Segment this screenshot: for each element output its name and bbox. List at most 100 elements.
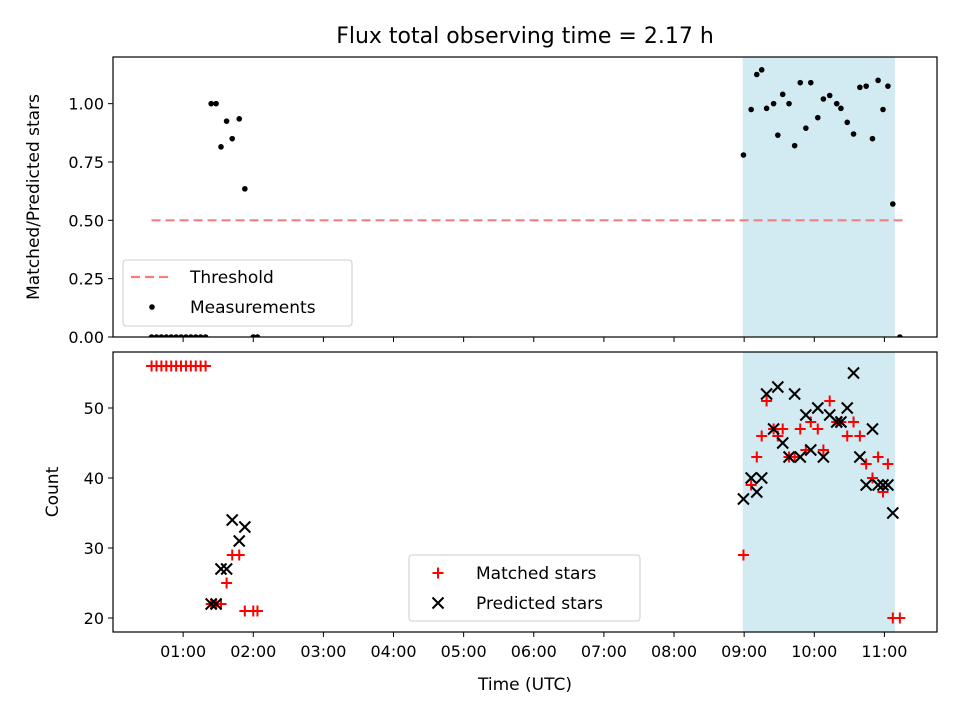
measurement-point bbox=[775, 132, 781, 138]
y-tick-label: 1.00 bbox=[68, 95, 104, 114]
x-tick-label: 01:00 bbox=[160, 642, 206, 661]
measurement-point bbox=[797, 79, 804, 86]
matched-star-marker bbox=[860, 458, 872, 470]
predicted-star-marker bbox=[744, 471, 758, 485]
measurement-point bbox=[158, 334, 165, 337]
marker-stroke bbox=[737, 492, 750, 506]
measurement-point bbox=[791, 142, 798, 149]
matched-star-marker bbox=[817, 444, 829, 456]
marker-stroke bbox=[804, 443, 817, 457]
measurement-point bbox=[779, 91, 786, 98]
y-tick-label: 40 bbox=[84, 469, 104, 488]
predicted-star-marker bbox=[794, 450, 807, 464]
x-tick-label: 06:00 bbox=[511, 642, 557, 661]
predicted-star-marker bbox=[817, 450, 830, 464]
matched-star-marker bbox=[872, 451, 884, 463]
measurement-point bbox=[875, 77, 881, 84]
measurement-point bbox=[242, 186, 248, 192]
matched-star-marker bbox=[737, 549, 749, 561]
measurement-point bbox=[250, 334, 257, 337]
matched-star-marker bbox=[841, 430, 853, 442]
measurement-point bbox=[148, 334, 155, 337]
x-tick-label: 05:00 bbox=[441, 642, 487, 661]
measurement-point bbox=[803, 125, 809, 131]
measurement-point bbox=[890, 201, 896, 207]
x-tick-label: 08:00 bbox=[651, 642, 697, 661]
measurement-point bbox=[208, 100, 214, 107]
y-axis-label: Matched/Predicted stars bbox=[24, 94, 44, 300]
predicted-star-marker bbox=[750, 485, 763, 499]
measurement-point bbox=[880, 106, 886, 113]
matched-star-marker bbox=[751, 451, 763, 463]
matched-star-marker bbox=[251, 605, 263, 617]
marker-stroke bbox=[782, 450, 796, 464]
marker-stroke bbox=[881, 478, 895, 492]
x-tick-label: 03:00 bbox=[300, 642, 346, 661]
matched-star-marker bbox=[777, 423, 789, 435]
marker-stroke bbox=[830, 415, 843, 429]
predicted-star-marker bbox=[737, 492, 750, 506]
predicted-star-marker bbox=[771, 380, 785, 394]
measurement-point bbox=[758, 67, 765, 73]
legend-label-predicted: Predicted stars bbox=[476, 594, 603, 614]
marker-stroke bbox=[226, 513, 239, 527]
marker-stroke bbox=[209, 597, 223, 611]
predicted-star-marker bbox=[859, 478, 873, 492]
measurement-point bbox=[213, 100, 219, 107]
marker-stroke bbox=[871, 478, 885, 492]
marker-stroke bbox=[811, 401, 824, 415]
y-tick-label: 0.25 bbox=[68, 270, 104, 289]
measurement-point bbox=[153, 334, 160, 337]
observing-window-shade bbox=[742, 57, 895, 337]
matched-star-marker bbox=[200, 360, 212, 372]
marker-stroke bbox=[823, 408, 836, 422]
measurement-point bbox=[833, 100, 840, 107]
measurement-point bbox=[850, 131, 857, 137]
measurement-point bbox=[838, 105, 844, 112]
marker-stroke bbox=[204, 597, 218, 611]
marker-stroke bbox=[847, 366, 860, 380]
measurement-point bbox=[844, 119, 851, 126]
x-tick-label: 04:00 bbox=[370, 642, 416, 661]
matched-star-marker bbox=[794, 423, 806, 435]
matched-star-marker bbox=[221, 577, 233, 589]
predicted-star-marker bbox=[204, 597, 218, 611]
predicted-star-marker bbox=[755, 471, 768, 485]
marker-stroke bbox=[750, 485, 763, 499]
observing-window-shade bbox=[742, 352, 895, 632]
predicted-star-marker bbox=[238, 520, 252, 534]
predicted-star-marker bbox=[876, 478, 890, 492]
plot-area bbox=[148, 67, 906, 337]
matched-star-marker bbox=[805, 416, 817, 428]
marker-stroke bbox=[817, 450, 830, 464]
measurement-point bbox=[869, 135, 876, 142]
count-panel: 20 30 40 50 01:00 02:00 03:00 04:00 05:00 06:00 07… bbox=[43, 351, 938, 661]
measurement-point bbox=[192, 334, 199, 337]
legend-box bbox=[122, 259, 353, 327]
matched-star-marker bbox=[745, 479, 757, 491]
predicted-star-marker bbox=[830, 415, 843, 429]
marker-stroke bbox=[859, 478, 873, 492]
x-tick-label: 02:00 bbox=[230, 642, 276, 661]
matched-star-marker bbox=[866, 472, 878, 484]
measurement-point bbox=[814, 114, 821, 121]
marker-stroke bbox=[760, 387, 773, 401]
legend-label-matched: Matched stars bbox=[476, 564, 596, 584]
predicted-star-marker bbox=[841, 401, 854, 415]
marker-stroke bbox=[866, 422, 879, 436]
legend: Threshold Measurements bbox=[122, 259, 353, 327]
measurement-point bbox=[740, 152, 747, 158]
measurement-point bbox=[254, 334, 261, 337]
x-tick-label: 11:00 bbox=[861, 642, 907, 661]
y-tick-label: 30 bbox=[84, 539, 104, 558]
matched-star-marker bbox=[877, 486, 889, 498]
x-tick-label: 09:00 bbox=[721, 642, 767, 661]
measurement-point bbox=[163, 334, 170, 337]
measurement-point bbox=[885, 83, 891, 89]
chart-title: Flux total observing time = 2.17 h bbox=[336, 24, 714, 49]
predicted-star-marker bbox=[782, 450, 796, 464]
measurement-point bbox=[786, 100, 792, 107]
measurement-point bbox=[748, 106, 754, 113]
legend: Matched stars Predicted stars bbox=[408, 554, 641, 622]
measurement-point bbox=[753, 71, 760, 78]
